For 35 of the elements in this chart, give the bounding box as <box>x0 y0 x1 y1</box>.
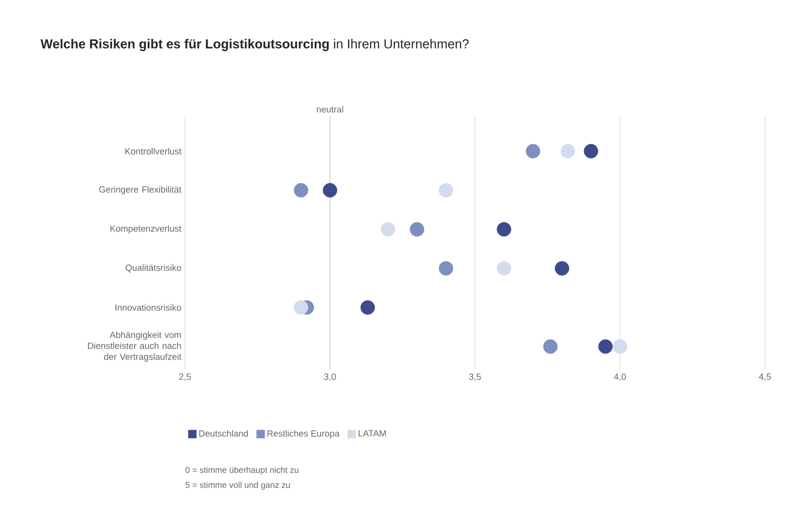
point <box>496 261 512 276</box>
x-tick-label: 4,0 <box>614 374 626 381</box>
x-tick-label: 3,0 <box>324 374 336 381</box>
legend-label: Deutschland <box>199 430 248 437</box>
text: 5 = stimme voll und ganz zu <box>186 482 290 490</box>
point <box>560 144 576 158</box>
legend-label: LATAM <box>358 430 386 436</box>
y-tick-label: Innovationsrisiko <box>116 304 182 311</box>
y-tick-label: Abhängigkeit vom Dienstleister auch nach der Vertragslaufzeit <box>88 331 182 362</box>
x-tick-label: 4,5 <box>758 374 771 381</box>
x-tick-label: 3,5 <box>469 374 481 381</box>
point <box>294 183 308 198</box>
point <box>496 222 512 237</box>
point <box>526 144 540 158</box>
y-tick-label: Kontrollverlust <box>125 148 182 154</box>
point <box>554 261 570 276</box>
ref-line-label: neutral <box>316 106 344 112</box>
chart-title: Welche Risiken gibt es für Logistikoutsourcing in Ihrem Unternehmen? <box>40 38 469 52</box>
point <box>360 300 375 315</box>
point <box>598 339 613 354</box>
point <box>294 300 308 315</box>
y-tick-label: Geringere Flexibilität <box>99 186 182 194</box>
point <box>612 339 628 354</box>
y-tick-label: Kompetenzverlust <box>110 225 182 234</box>
legend-label: Restliches Europa <box>268 430 340 438</box>
point <box>584 144 598 158</box>
point <box>438 183 454 198</box>
x-tick-label: 2,5 <box>179 374 191 381</box>
point <box>438 261 454 276</box>
point <box>380 222 396 237</box>
y-tick-label: Qualitätsrisiko <box>126 264 182 272</box>
point <box>410 222 424 237</box>
text: 0 = stimme überhaupt nicht zu <box>186 466 298 475</box>
point <box>543 339 558 354</box>
point <box>322 183 338 198</box>
